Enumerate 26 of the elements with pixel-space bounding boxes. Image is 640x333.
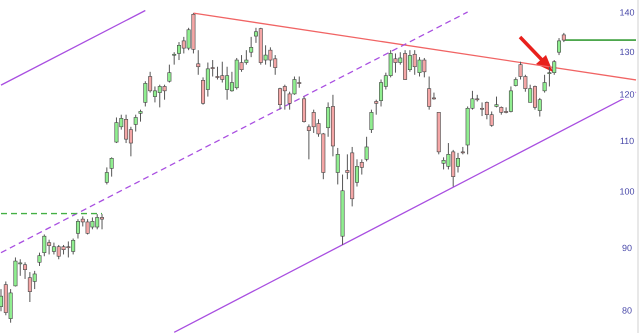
candlestick	[38, 252, 42, 266]
candlestick	[196, 50, 200, 76]
candlestick	[374, 99, 378, 116]
candlestick	[110, 156, 114, 178]
candlestick	[542, 74, 547, 94]
y-tick-label: 90	[622, 242, 632, 253]
candlestick	[167, 64, 172, 84]
candlestick	[336, 147, 340, 185]
y-tick-label: 80	[622, 305, 632, 316]
candlestick	[514, 76, 518, 87]
candlestick	[494, 96, 498, 108]
candlestick	[172, 52, 176, 66]
candlestick	[104, 166, 109, 185]
candlestick	[138, 109, 142, 122]
y-tick-label: 100	[619, 186, 635, 197]
candlestick	[249, 36, 254, 58]
y-tick-label: 140	[619, 8, 635, 18]
candlestick	[134, 114, 138, 132]
candlestick	[557, 38, 562, 56]
candlestick	[23, 262, 28, 280]
candlestick	[369, 109, 374, 134]
candlestick	[562, 32, 566, 43]
candlestick	[364, 136, 369, 162]
y-tick-label: 130	[619, 47, 635, 58]
y-tick-label: 110	[620, 136, 634, 146]
candlestick	[302, 96, 306, 124]
